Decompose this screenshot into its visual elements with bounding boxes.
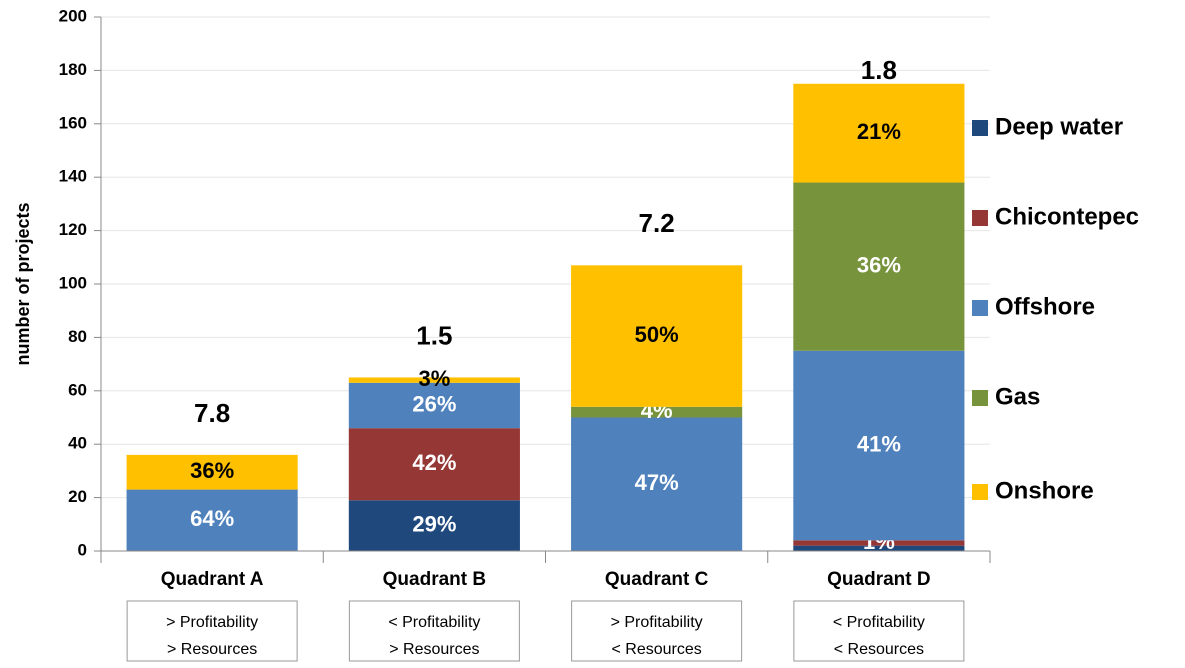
data-label: 64% — [190, 506, 234, 531]
bar-segment — [793, 83, 965, 183]
y-tick-label: 100 — [59, 273, 87, 292]
category-note: > Resources — [167, 641, 257, 658]
category-note-box — [126, 600, 298, 662]
bar-segment — [126, 454, 298, 490]
data-label: 36% — [190, 458, 234, 483]
bar-segment — [348, 377, 520, 383]
total-label: 1.8 — [861, 55, 897, 85]
y-tick-label: 120 — [59, 220, 87, 239]
legend-label: Offshore — [995, 293, 1095, 320]
y-tick-label: 20 — [68, 487, 87, 506]
data-label: 50% — [635, 322, 679, 347]
y-tick-label: 80 — [68, 327, 87, 346]
bar-segment — [126, 489, 298, 551]
bar-segment — [348, 382, 520, 429]
legend-swatch — [972, 390, 988, 406]
category-note: > Profitability — [611, 614, 703, 631]
legend-swatch — [972, 484, 988, 500]
bar-segment — [571, 265, 743, 407]
data-label: 21% — [857, 119, 901, 144]
legend-swatch — [972, 120, 988, 136]
total-label: 7.8 — [194, 398, 230, 428]
total-label: 1.5 — [416, 320, 452, 350]
data-label: 26% — [412, 391, 456, 416]
legend-label: Chicontepec — [995, 203, 1139, 230]
category-note: > Profitability — [166, 614, 258, 631]
legend-label: Gas — [995, 383, 1040, 410]
legend-swatch — [972, 300, 988, 316]
y-tick-label: 160 — [59, 113, 87, 132]
bar-segment — [348, 428, 520, 501]
category-note-box — [571, 600, 743, 662]
x-tick-label: Quadrant C — [605, 569, 709, 590]
y-tick-label: 140 — [59, 167, 87, 186]
y-tick-label: 200 — [59, 6, 87, 25]
data-label: 47% — [635, 470, 679, 495]
category-note: < Profitability — [388, 614, 480, 631]
legend-label: Onshore — [995, 477, 1094, 504]
y-axis-label: number of projects — [13, 202, 33, 365]
data-label: 3% — [418, 366, 450, 391]
bar-segment — [793, 545, 965, 551]
y-tick-label: 60 — [68, 380, 87, 399]
y-tick-label: 0 — [78, 540, 87, 559]
legend-label: Deep water — [995, 113, 1123, 140]
x-tick-label: Quadrant A — [161, 569, 264, 590]
bar-segment — [793, 182, 965, 351]
bar-segment — [571, 417, 743, 551]
total-label: 7.2 — [639, 208, 675, 238]
category-note-box — [348, 600, 520, 662]
category-note: < Resources — [611, 641, 701, 658]
data-label: 29% — [412, 511, 456, 536]
y-tick-label: 180 — [59, 60, 87, 79]
bar-segment — [793, 350, 965, 541]
bar-segment — [348, 500, 520, 551]
data-label: 42% — [412, 450, 456, 475]
bar-segment — [793, 540, 965, 546]
category-note: < Resources — [834, 641, 924, 658]
legend-swatch — [972, 210, 988, 226]
x-tick-label: Quadrant B — [383, 569, 486, 590]
category-note: < Profitability — [833, 614, 925, 631]
data-label: 41% — [857, 431, 901, 456]
y-tick-label: 40 — [68, 434, 87, 453]
category-note: > Resources — [389, 641, 479, 658]
data-label: 36% — [857, 252, 901, 277]
bar-segment — [571, 406, 743, 418]
x-tick-label: Quadrant D — [827, 569, 930, 590]
category-note-box — [793, 600, 965, 662]
